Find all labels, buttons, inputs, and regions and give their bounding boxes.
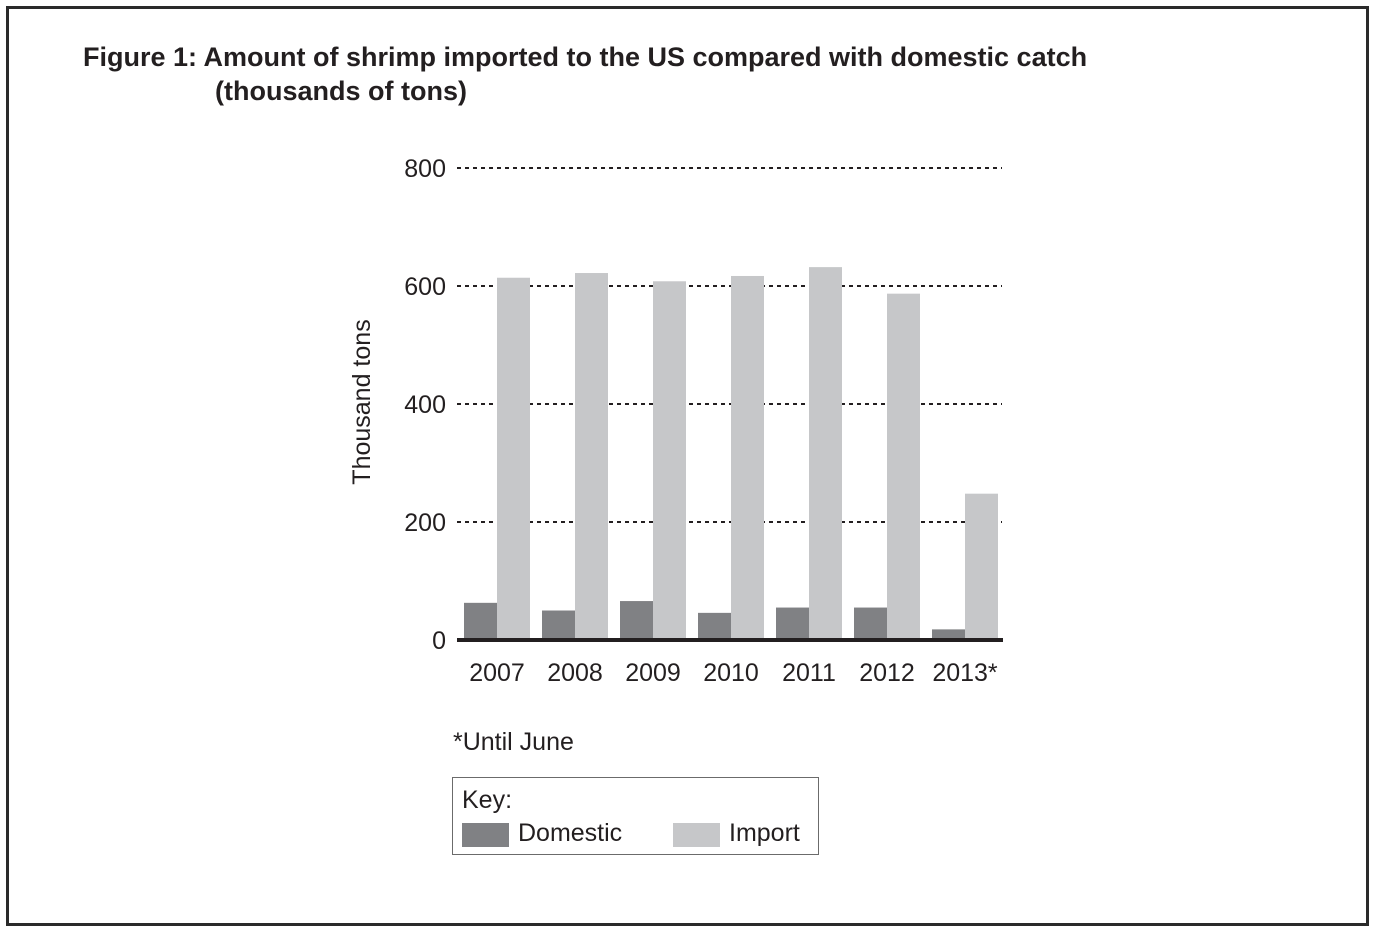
legend-title: Key: [462,786,513,814]
bar-domestic-2008 [542,610,575,640]
bar-domestic-2013 [932,629,965,640]
figure-title-line-1: Figure 1: Amount of shrimp imported to t… [83,42,1088,72]
y-axis-label: Thousand tons [348,319,376,484]
bar-import-2010 [731,275,764,640]
y-tick-label-400: 400 [404,391,446,419]
legend: Key: Domestic Import [452,777,819,855]
bar-import-2011 [809,267,842,640]
figure-title-line-2: (thousands of tons) [215,76,467,106]
bar-domestic-2011 [776,607,809,640]
bar-import-2007 [497,277,530,640]
legend-label-import: Import [729,819,800,847]
figure-title: Figure 1: Amount of shrimp imported to t… [83,40,1087,108]
x-tick-label-2008: 2008 [547,659,603,687]
bar-domestic-2007 [464,602,497,640]
x-tick-label-2009: 2009 [625,659,681,687]
y-tick-label-0: 0 [432,627,446,655]
x-tick-label-2007: 2007 [469,659,525,687]
bar-import-2013 [965,493,998,640]
x-tick-label-2010: 2010 [703,659,759,687]
bar-domestic-2009 [620,601,653,640]
y-tick-label-800: 800 [404,155,446,183]
bar-import-2008 [575,273,608,640]
legend-label-domestic: Domestic [518,819,623,847]
x-tick-label-2013: 2013* [932,659,998,687]
bar-import-2009 [653,281,686,640]
bar-domestic-2012 [854,607,887,640]
y-tick-label-600: 600 [404,273,446,301]
x-tick-label-2011: 2011 [782,659,836,687]
y-tick-label-200: 200 [404,509,446,537]
x-tick-label-2012: 2012 [859,659,915,687]
legend-swatch-import [673,823,720,847]
legend-swatch-domestic [462,823,509,847]
bar-domestic-2010 [698,612,731,640]
bar-import-2012 [887,293,920,640]
footnote: *Until June [453,728,574,756]
